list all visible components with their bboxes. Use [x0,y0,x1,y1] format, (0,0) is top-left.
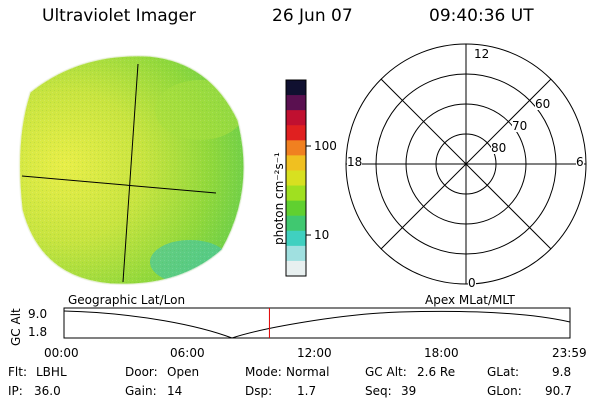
colorbar-segment [286,230,306,247]
glon-value: 90.7 [545,384,572,398]
gc-alt-value: 2.6 Re [417,365,456,379]
colorbar-segment [286,200,306,217]
colorbar-segment [286,80,306,96]
timeline-xtick-1800: 18:00 [424,346,459,360]
colorbar-segment [286,260,306,277]
date-label: 26 Jun 07 [272,6,353,26]
colorbar-segment [286,170,306,187]
colorbar-segment [286,245,306,262]
longitude-line [122,63,139,283]
glat-label: GLat: [487,365,520,379]
mode-value: Normal [286,365,330,379]
seq-label: Seq: [365,384,392,398]
colorbar-segment [286,140,306,156]
timeline-xtick-1200: 12:00 [297,346,332,360]
mlt-label-12: 12 [474,47,490,61]
colorbar-segment [286,215,306,232]
geographic-panel-title: Geographic Lat/Lon [68,293,186,307]
door-value: Open [167,365,200,379]
colorbar-segment [286,110,306,126]
ip-value: 36.0 [34,384,61,398]
instrument-title: Ultraviolet Imager [42,6,196,26]
dsp-value: 1.7 [297,384,317,398]
time-label: 09:40:36 UT [429,6,534,26]
timeline-ytick-max: 9.0 [28,307,48,321]
colorbar-segment [286,95,306,111]
filter-label: Flt: [8,365,27,379]
colorbar-segment [286,155,306,172]
mlat-label-80: 80 [491,141,507,155]
colorbar-segment [286,185,306,202]
dsp-label: Dsp: [245,384,273,398]
timeline-ytick-min: 1.8 [28,325,48,339]
timeline-xtick-0600: 06:00 [170,346,205,360]
latitude-line [21,175,217,194]
colorbar-tick-100: 100 [314,139,337,153]
colorbar-segment [286,125,306,141]
filter-value: LBHL [36,365,67,379]
altitude-curve [63,310,571,339]
seq-value: 39 [401,384,417,398]
mlat-label-70: 70 [512,119,528,133]
timeline-xtick-2359: 23:59 [552,346,587,360]
gain-label: Gain: [125,384,157,398]
mlt-label-18: 18 [347,155,363,169]
timeline-xtick-0000: 00:00 [44,346,79,360]
mlt-label-6: 6 [576,155,584,169]
glat-value: 9.8 [552,365,572,379]
apex-panel-title: Apex MLat/MLT [425,293,515,307]
glon-label: GLon: [487,384,522,398]
mode-label: Mode: [245,365,282,379]
door-label: Door: [125,365,158,379]
mlt-label-0: 0 [468,276,476,290]
colorbar-tick-10: 10 [314,228,330,242]
gc-alt-label: GC Alt: [365,365,407,379]
mlat-label-60: 60 [535,97,551,111]
gain-value: 14 [167,384,183,398]
ip-label: IP: [8,384,23,398]
